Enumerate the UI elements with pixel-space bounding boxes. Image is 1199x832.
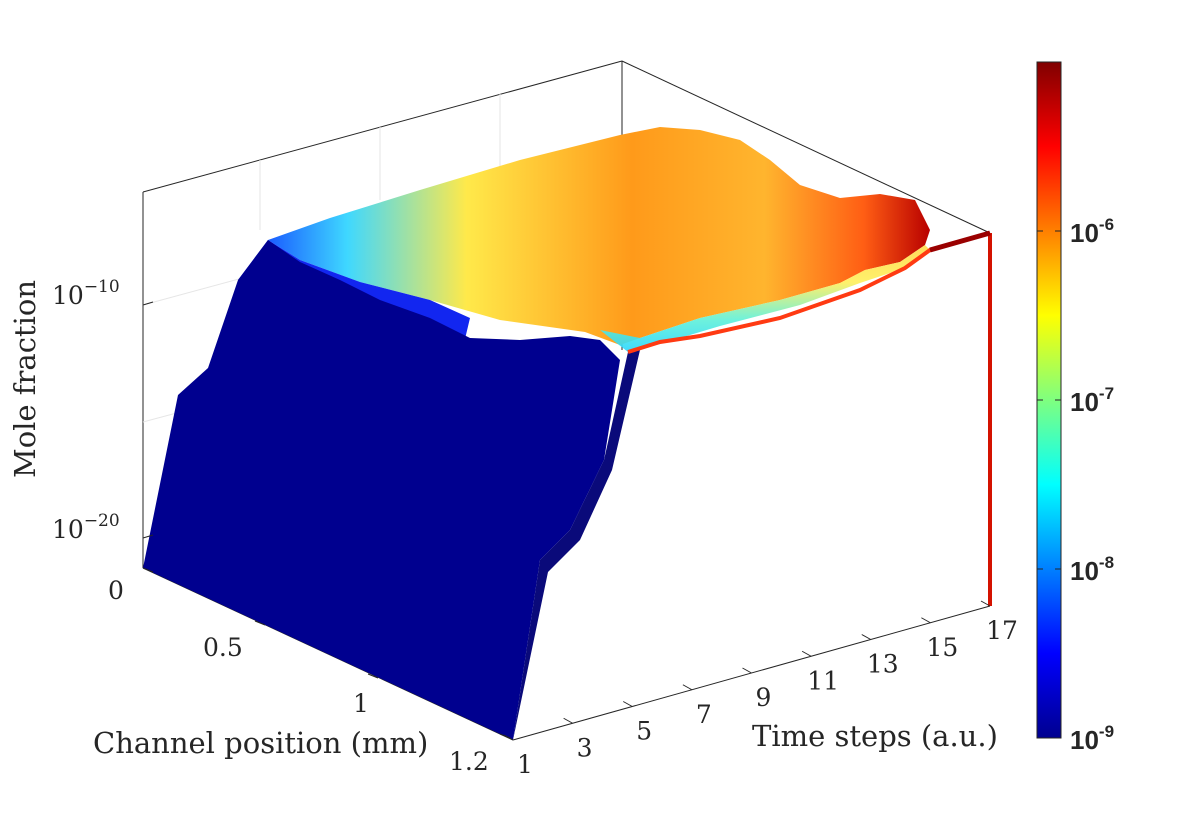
colorbar-tick-base: 10 — [1070, 387, 1099, 417]
colorbar-tick-exp: -6 — [1099, 215, 1114, 234]
y-tick — [682, 684, 693, 691]
y-tick-label: 13 — [867, 650, 899, 679]
y-tick — [563, 717, 573, 724]
z-tick-label: 10−10 — [52, 277, 120, 310]
x-tick-label: 1.2 — [449, 747, 489, 776]
colorbar-ticks: 10-910-810-710-6 — [1037, 215, 1114, 755]
z-tick-label: 10−20 — [52, 511, 120, 544]
surface-edge-line — [627, 231, 991, 354]
z-tick-exp: −20 — [84, 511, 120, 531]
x-axis-label: Channel position (mm) — [93, 726, 428, 760]
z-tick-exp: −10 — [84, 277, 120, 297]
surface-dark-body — [143, 240, 620, 740]
surface-top — [268, 127, 930, 345]
colorbar: 10-910-810-710-6 — [1036, 61, 1114, 755]
colorbar-tick-label: 10-8 — [1070, 553, 1114, 586]
x-axis: 0 0.5 1 1.2 Channel position (mm) — [93, 567, 511, 776]
y-tick-label: 7 — [696, 700, 712, 729]
surface-front-face — [600, 245, 930, 352]
y-tick — [861, 634, 871, 640]
y-tick-label: 15 — [926, 633, 958, 662]
x-tick-label: 0.5 — [203, 633, 243, 662]
x-tick-label: 0 — [108, 576, 124, 605]
colorbar-tick-exp: -9 — [1099, 722, 1114, 741]
z-tick-base: 10 — [52, 281, 84, 310]
x-tick-label: 1 — [353, 689, 369, 718]
y-tick-label: 11 — [807, 666, 839, 695]
y-tick-label: 5 — [636, 717, 652, 746]
colorbar-tick-base: 10 — [1070, 556, 1099, 586]
z-tick-base: 10 — [52, 515, 84, 544]
y-tick — [980, 600, 991, 607]
surface-edge-shade — [513, 350, 640, 740]
y-tick — [742, 667, 752, 674]
y-tick — [623, 701, 633, 707]
colorbar-tick-base: 10 — [1070, 218, 1099, 248]
colorbar-tick-label: 10-7 — [1070, 384, 1114, 417]
y-tick — [921, 617, 931, 624]
colorbar-tick-exp: -7 — [1099, 384, 1114, 403]
colorbar-tick-exp: -8 — [1099, 553, 1114, 572]
surface-edge-top — [929, 230, 991, 253]
y-tick-label: 1 — [517, 750, 533, 779]
z-axis: 10−10 10−20 Mole fraction — [8, 277, 154, 544]
colorbar-tick-label: 10-9 — [1070, 722, 1114, 755]
colorbar-tick-base: 10 — [1070, 725, 1099, 755]
y-tick — [503, 734, 514, 741]
y-tick-label: 3 — [577, 733, 593, 762]
y-axis-label: Time steps (a.u.) — [752, 719, 998, 753]
colorbar-tick-label: 10-6 — [1070, 215, 1114, 248]
y-tick-label: 17 — [986, 616, 1018, 645]
z-axis-label: Mole fraction — [8, 280, 42, 478]
y-tick — [801, 650, 812, 657]
y-tick-label: 9 — [756, 683, 772, 712]
surface — [143, 127, 930, 740]
